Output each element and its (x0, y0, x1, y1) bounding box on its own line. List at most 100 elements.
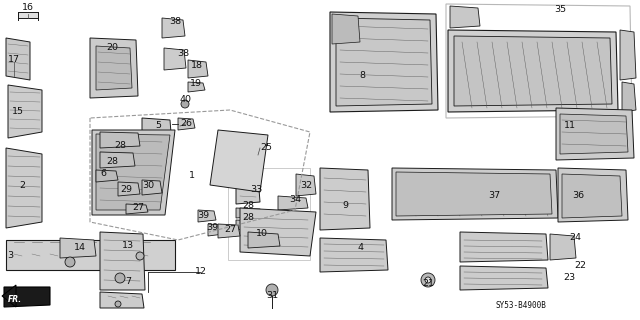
Polygon shape (320, 168, 370, 230)
Text: 15: 15 (12, 108, 24, 116)
Circle shape (65, 257, 75, 267)
Text: 24: 24 (569, 234, 581, 243)
Text: 3: 3 (7, 252, 13, 260)
Text: 21: 21 (422, 278, 434, 287)
Text: 19: 19 (190, 79, 202, 89)
Polygon shape (336, 18, 432, 106)
Text: 20: 20 (106, 44, 118, 52)
Text: 1: 1 (189, 171, 195, 180)
Text: 12: 12 (195, 268, 207, 276)
Polygon shape (278, 196, 308, 210)
Circle shape (136, 252, 144, 260)
Polygon shape (162, 18, 185, 38)
Text: 5: 5 (155, 122, 161, 131)
Polygon shape (562, 174, 622, 218)
Polygon shape (558, 168, 628, 222)
Polygon shape (454, 36, 612, 106)
Polygon shape (218, 224, 240, 238)
Text: 22: 22 (574, 260, 586, 269)
Text: 4: 4 (357, 244, 363, 252)
Polygon shape (96, 134, 170, 210)
Polygon shape (622, 82, 636, 112)
Text: 2: 2 (19, 180, 25, 189)
Text: 16: 16 (22, 4, 34, 12)
Polygon shape (396, 172, 552, 216)
Text: 14: 14 (74, 244, 86, 252)
Text: 28: 28 (114, 140, 126, 149)
Text: 9: 9 (342, 202, 348, 211)
Circle shape (421, 273, 435, 287)
Polygon shape (60, 238, 96, 258)
Text: 8: 8 (359, 71, 365, 81)
Text: 11: 11 (564, 122, 576, 131)
Circle shape (181, 100, 189, 108)
Text: 18: 18 (191, 61, 203, 70)
Polygon shape (556, 108, 634, 160)
Polygon shape (178, 118, 195, 130)
Circle shape (115, 301, 121, 307)
Text: 26: 26 (180, 119, 192, 129)
Text: 38: 38 (177, 50, 189, 59)
Polygon shape (198, 210, 216, 222)
Text: 28: 28 (242, 213, 254, 222)
Polygon shape (96, 46, 132, 90)
Text: 32: 32 (300, 181, 312, 190)
Text: 30: 30 (142, 180, 154, 189)
Text: 33: 33 (250, 186, 262, 195)
Text: 28: 28 (242, 201, 254, 210)
Polygon shape (100, 132, 140, 148)
Polygon shape (6, 240, 175, 270)
Polygon shape (460, 266, 548, 290)
Text: 13: 13 (122, 241, 134, 250)
Circle shape (266, 284, 278, 296)
Text: 27: 27 (132, 204, 144, 212)
Polygon shape (164, 48, 186, 70)
Text: FR.: FR. (8, 294, 22, 303)
Circle shape (115, 273, 125, 283)
Polygon shape (90, 38, 138, 98)
Text: 6: 6 (100, 170, 106, 179)
Polygon shape (460, 232, 548, 262)
Polygon shape (118, 182, 140, 196)
Polygon shape (2, 285, 16, 307)
Text: 35: 35 (554, 5, 566, 14)
Text: 27: 27 (224, 226, 236, 235)
Polygon shape (330, 12, 438, 112)
Polygon shape (6, 148, 42, 228)
Polygon shape (8, 85, 42, 138)
Polygon shape (142, 118, 172, 148)
Polygon shape (92, 130, 175, 215)
Polygon shape (188, 82, 205, 92)
Polygon shape (332, 14, 360, 44)
Polygon shape (126, 204, 148, 214)
Circle shape (425, 277, 431, 283)
Text: 17: 17 (8, 55, 20, 65)
Polygon shape (448, 30, 618, 112)
Text: SY53-B4900B: SY53-B4900B (495, 300, 546, 309)
Polygon shape (560, 114, 628, 154)
Text: 40: 40 (180, 95, 192, 105)
Text: 34: 34 (289, 196, 301, 204)
Polygon shape (392, 168, 558, 220)
Text: 25: 25 (260, 143, 272, 153)
Text: 37: 37 (488, 191, 500, 201)
Text: 36: 36 (572, 191, 584, 201)
Polygon shape (210, 130, 268, 192)
Polygon shape (296, 174, 316, 196)
Text: 7: 7 (125, 277, 131, 286)
Polygon shape (100, 292, 144, 308)
Polygon shape (100, 152, 135, 168)
Text: 38: 38 (169, 18, 181, 27)
Text: 29: 29 (120, 186, 132, 195)
Polygon shape (216, 138, 260, 186)
Polygon shape (450, 6, 480, 28)
Polygon shape (620, 30, 636, 80)
Polygon shape (208, 224, 224, 236)
Text: 28: 28 (106, 157, 118, 166)
Polygon shape (100, 232, 145, 290)
Polygon shape (96, 170, 118, 182)
Polygon shape (188, 60, 208, 78)
Polygon shape (142, 180, 162, 195)
Polygon shape (4, 287, 50, 307)
Polygon shape (240, 208, 316, 256)
